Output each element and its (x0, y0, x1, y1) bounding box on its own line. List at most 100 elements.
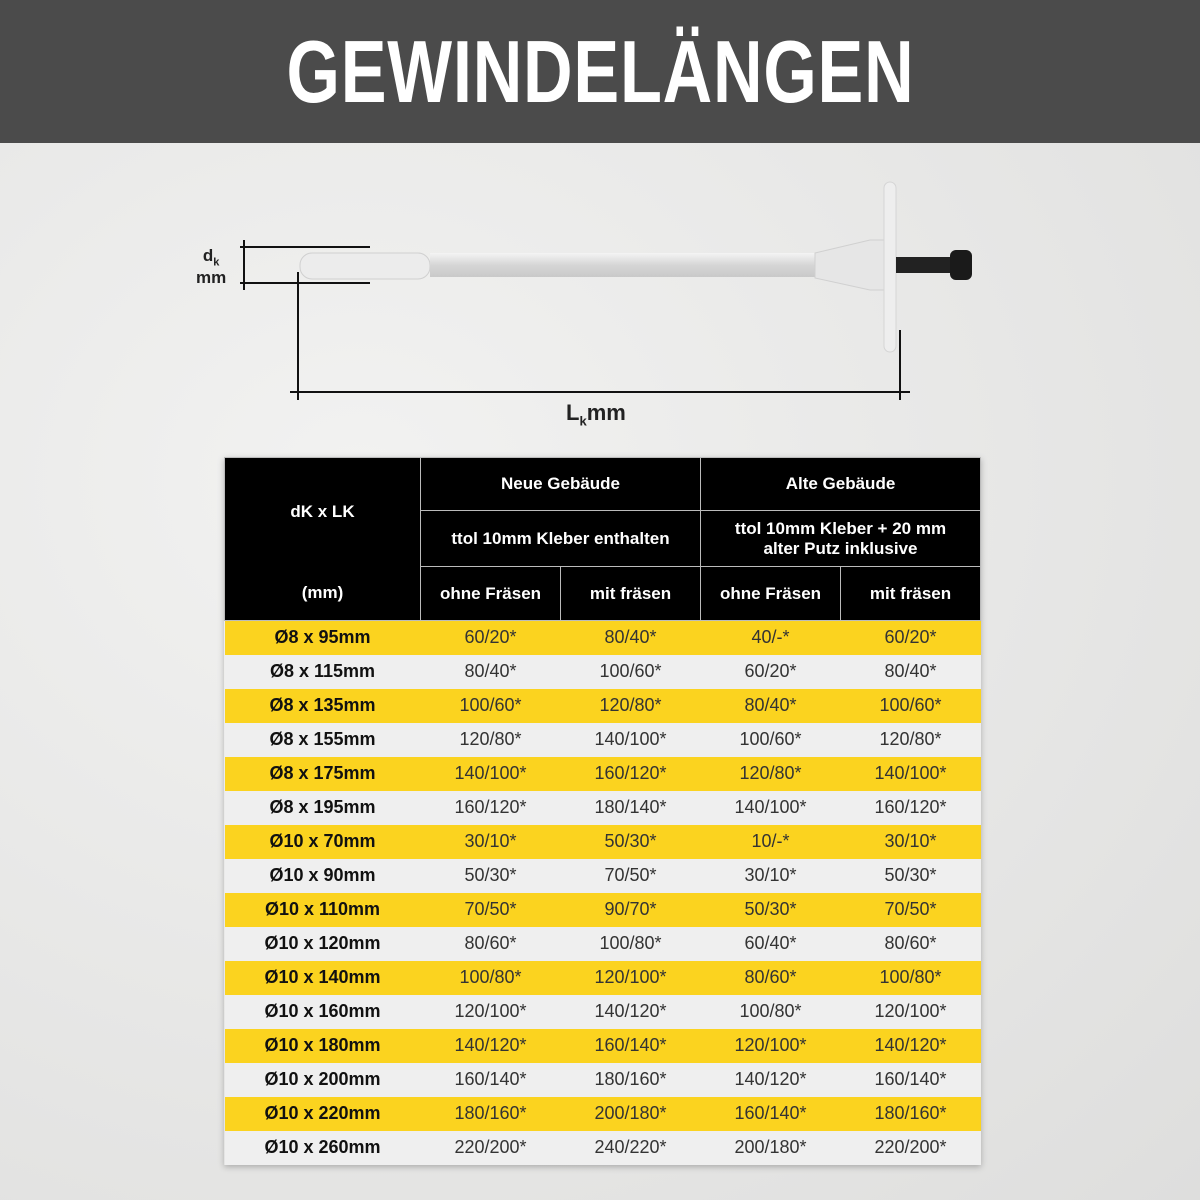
sub-header-new: ttol 10mm Kleber enthalten (420, 510, 701, 567)
length-cell: 80/40* (840, 654, 981, 689)
length-cell: 140/120* (560, 994, 701, 1029)
size-cell: Ø8 x 135mm (224, 688, 421, 723)
length-cell: 140/120* (420, 1028, 561, 1063)
table-row: Ø10 x 90mm 50/30* 70/50* 30/10* 50/30* (224, 858, 981, 893)
length-cell: 140/120* (700, 1062, 841, 1097)
table-row: Ø8 x 155mm 120/80* 140/100* 100/60* 120/80* (224, 722, 981, 757)
length-cell: 50/30* (840, 858, 981, 893)
sub-header-old: ttol 10mm Kleber + 20 mm alter Putz inklu… (700, 510, 981, 567)
size-cell: Ø8 x 115mm (224, 654, 421, 689)
col-header: ohne Fräsen (700, 566, 841, 621)
length-cell: 30/10* (840, 824, 981, 859)
length-cell: 70/50* (840, 892, 981, 927)
length-cell: 120/80* (420, 722, 561, 757)
length-cell: 160/120* (420, 790, 561, 825)
length-cell: 60/20* (840, 620, 981, 655)
table-row: Ø8 x 135mm 100/60* 120/80* 80/40* 100/60* (224, 688, 981, 723)
table-row: Ø8 x 175mm 140/100* 160/120* 120/80* 140/100… (224, 756, 981, 791)
col-header: mit fräsen (560, 566, 701, 621)
length-cell: 140/100* (840, 756, 981, 791)
table-row: Ø8 x 195mm 160/120* 180/140* 140/100* 160/12… (224, 790, 981, 825)
length-cell: 60/40* (700, 926, 841, 961)
size-cell: Ø10 x 140mm (224, 960, 421, 995)
table-row: Ø8 x 115mm 80/40* 100/60* 60/20* 80/40* (224, 654, 981, 689)
length-cell: 140/100* (560, 722, 701, 757)
size-cell: Ø10 x 200mm (224, 1062, 421, 1097)
length-cell: 10/-* (700, 824, 841, 859)
length-cell: 70/50* (560, 858, 701, 893)
length-cell: 160/120* (840, 790, 981, 825)
anchor-diagram (240, 181, 972, 400)
length-cell: 160/140* (840, 1062, 981, 1097)
table-row: Ø10 x 200mm 160/140* 180/160* 140/120* 160/1… (224, 1062, 981, 1097)
length-cell: 200/180* (560, 1096, 701, 1131)
thread-length-table: dK x LK Neue Gebäude Alte Gebäude ttol 1… (224, 457, 981, 1165)
page-title: GEWINDELÄNGEN (286, 21, 914, 121)
length-cell: 160/120* (560, 756, 701, 791)
size-cell: Ø8 x 155mm (224, 722, 421, 757)
length-cell: 50/30* (420, 858, 561, 893)
length-cell: 240/220* (560, 1130, 701, 1165)
length-cell: 120/100* (420, 994, 561, 1029)
table-row: Ø10 x 160mm 120/100* 140/120* 100/80* 120/10… (224, 994, 981, 1029)
length-cell: 120/80* (700, 756, 841, 791)
table-row: Ø10 x 220mm 180/160* 200/180* 160/140* 180/1… (224, 1096, 981, 1131)
col-header: ohne Fräsen (420, 566, 561, 621)
length-cell: 100/80* (420, 960, 561, 995)
table-row: Ø10 x 140mm 100/80* 120/100* 80/60* 100/80* (224, 960, 981, 995)
length-cell: 160/140* (420, 1062, 561, 1097)
length-cell: 220/200* (420, 1130, 561, 1165)
length-cell: 60/20* (700, 654, 841, 689)
size-cell: Ø8 x 195mm (224, 790, 421, 825)
table-row: Ø10 x 110mm 70/50* 90/70* 50/30* 70/50* (224, 892, 981, 927)
length-cell: 60/20* (420, 620, 561, 655)
size-cell: Ø10 x 160mm (224, 994, 421, 1029)
length-cell: 120/100* (840, 994, 981, 1029)
table-row: Ø10 x 260mm 220/200* 240/220* 200/180* 220/2… (224, 1130, 981, 1165)
length-cell: 140/100* (700, 790, 841, 825)
length-cell: 50/30* (560, 824, 701, 859)
size-cell: Ø8 x 95mm (224, 620, 421, 655)
length-cell: 100/60* (700, 722, 841, 757)
length-cell: 180/160* (420, 1096, 561, 1131)
length-cell: 120/100* (700, 1028, 841, 1063)
size-cell: Ø10 x 180mm (224, 1028, 421, 1063)
size-header: dK x LK (224, 457, 421, 567)
length-cell: 80/60* (700, 960, 841, 995)
length-cell: 120/80* (560, 688, 701, 723)
length-cell: 100/60* (560, 654, 701, 689)
length-cell: 80/40* (700, 688, 841, 723)
table-row: Ø10 x 70mm 30/10* 50/30* 10/-* 30/10* (224, 824, 981, 859)
length-cell: 70/50* (420, 892, 561, 927)
anchor-dowel (299, 181, 972, 353)
length-cell: 200/180* (700, 1130, 841, 1165)
group-old-buildings: Alte Gebäude (700, 457, 981, 511)
dk-label: dk mm (196, 246, 227, 288)
col-header: mit fräsen (840, 566, 981, 621)
size-cell: Ø10 x 260mm (224, 1130, 421, 1165)
length-cell: 120/100* (560, 960, 701, 995)
length-cell: 30/10* (420, 824, 561, 859)
size-cell: Ø10 x 220mm (224, 1096, 421, 1131)
table-row: Ø10 x 120mm 80/60* 100/80* 60/40* 80/60* (224, 926, 981, 961)
size-cell: Ø10 x 90mm (224, 858, 421, 893)
length-cell: 50/30* (700, 892, 841, 927)
title-bar: GEWINDELÄNGEN (0, 0, 1200, 143)
size-cell: Ø8 x 175mm (224, 756, 421, 791)
length-cell: 100/60* (420, 688, 561, 723)
length-cell: 100/80* (840, 960, 981, 995)
dimension-lines (240, 240, 910, 400)
length-cell: 80/60* (840, 926, 981, 961)
length-cell: 80/60* (420, 926, 561, 961)
length-cell: 30/10* (700, 858, 841, 893)
size-unit-header: (mm) (224, 566, 421, 621)
length-cell: 140/100* (420, 756, 561, 791)
length-cell: 100/80* (560, 926, 701, 961)
length-cell: 80/40* (560, 620, 701, 655)
group-new-buildings: Neue Gebäude (420, 457, 701, 511)
length-cell: 90/70* (560, 892, 701, 927)
size-cell: Ø10 x 120mm (224, 926, 421, 961)
length-cell: 180/160* (560, 1062, 701, 1097)
length-cell: 80/40* (420, 654, 561, 689)
lk-label: Lkmm (566, 400, 626, 429)
